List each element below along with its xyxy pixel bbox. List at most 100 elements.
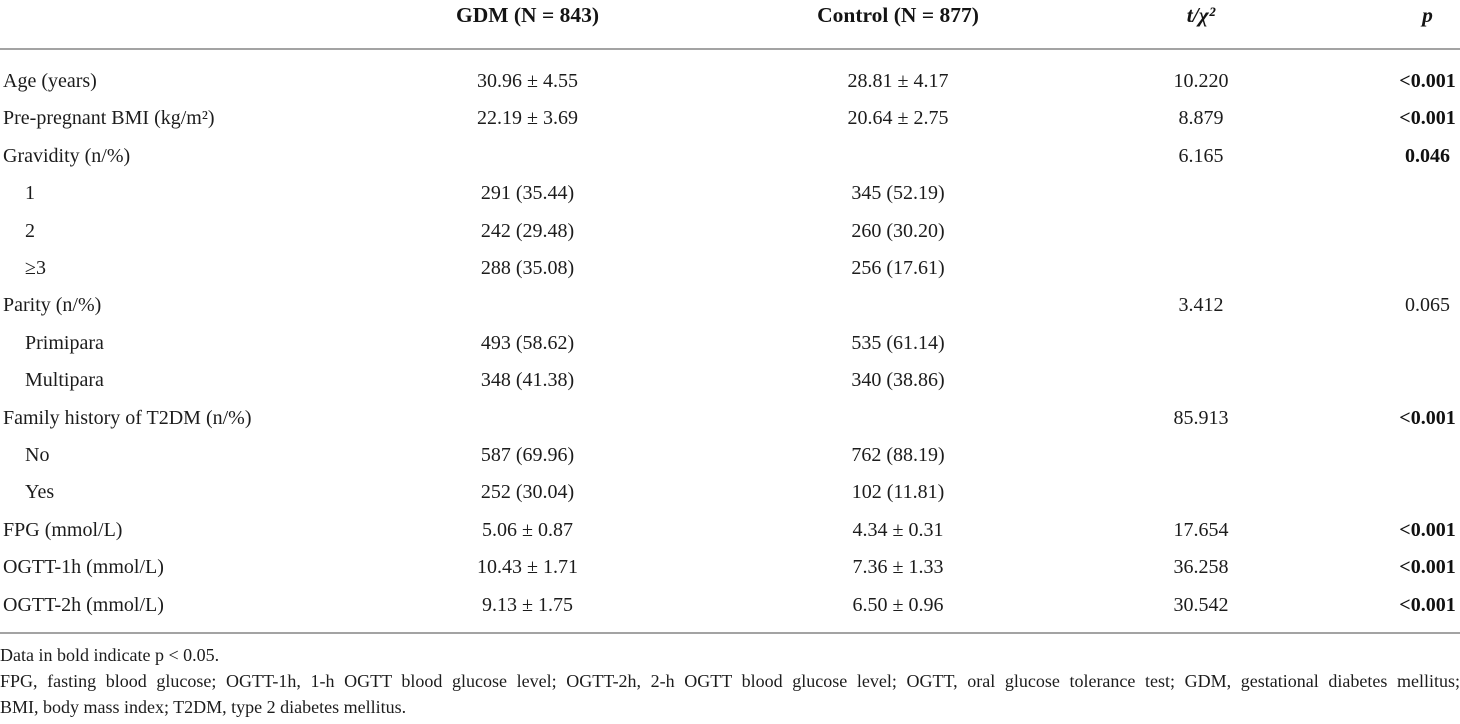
statistic-value: 85.913	[1173, 406, 1229, 429]
column-header-statistic: t/χ²	[1156, 0, 1246, 50]
gdm-value	[415, 400, 640, 437]
control-value	[640, 287, 1156, 324]
table-row-gravidity: Gravidity (n/%) 6.165 0.046	[0, 138, 1460, 175]
p-value: 0.046	[1405, 144, 1450, 167]
table-row-gravidity-2: 2 242 (29.48) 260 (30.20)	[0, 213, 1460, 250]
table-row-gravidity-3plus: ≥3 288 (35.08) 256 (17.61)	[0, 250, 1460, 287]
statistic-value: 30.542	[1156, 586, 1246, 635]
control-value: 260 (30.20)	[851, 219, 945, 242]
statistic-value	[1156, 325, 1246, 362]
row-label: Multipara	[25, 369, 104, 392]
control-value: 4.34 ± 0.31	[852, 518, 944, 541]
p-value: <0.001	[1399, 406, 1456, 429]
statistic-value: 8.879	[1178, 107, 1224, 130]
p-value: <0.001	[1399, 107, 1456, 130]
baseline-characteristics-table: GDM (N = 843) Control (N = 877) t/χ² p A…	[0, 0, 1460, 635]
control-value: 762 (88.19)	[851, 444, 945, 467]
table-row-family-history: Family history of T2DM (n/%) 85.913 <0.0…	[0, 400, 1460, 437]
p-value: <0.001	[1399, 556, 1456, 579]
p-value	[1246, 325, 1460, 362]
gdm-value: 291 (35.44)	[480, 182, 575, 205]
statistic-value	[1156, 437, 1246, 474]
gdm-value	[415, 287, 640, 324]
row-label: 2	[25, 219, 35, 242]
p-value: <0.001	[1399, 70, 1456, 92]
row-label: Age (years)	[3, 70, 97, 92]
control-value	[640, 138, 1156, 175]
row-label: FPG (mmol/L)	[3, 518, 123, 541]
table-row-bmi: Pre-pregnant BMI (kg/m²) 22.19 ± 3.69 20…	[0, 100, 1460, 137]
gdm-value	[415, 138, 640, 175]
gdm-value: 348 (41.38)	[480, 369, 575, 392]
gdm-value: 493 (58.62)	[480, 331, 575, 354]
table-header: GDM (N = 843) Control (N = 877) t/χ² p	[0, 0, 1460, 50]
control-value: 20.64 ± 2.75	[847, 107, 949, 130]
statistic-value: 17.654	[1173, 518, 1229, 541]
footnote-abbreviations-1: FPG, fasting blood glucose; OGTT-1h, 1-h…	[0, 671, 1460, 692]
statistic-value: 36.258	[1173, 556, 1229, 579]
control-value: 102 (11.81)	[851, 481, 945, 504]
statistic-value: 6.165	[1178, 144, 1224, 167]
row-label: Pre-pregnant BMI (kg/m²)	[3, 107, 215, 130]
row-label: Primipara	[25, 331, 104, 354]
table-row-family-history-yes: Yes 252 (30.04) 102 (11.81)	[0, 474, 1460, 511]
column-header-gdm: GDM (N = 843)	[415, 0, 640, 50]
p-value: <0.001	[1246, 586, 1460, 635]
gdm-value: 10.43 ± 1.71	[477, 556, 578, 579]
table-row-fpg: FPG (mmol/L) 5.06 ± 0.87 4.34 ± 0.31 17.…	[0, 512, 1460, 549]
statistic-value: 3.412	[1178, 294, 1224, 317]
table-row-ogtt-1h: OGTT-1h (mmol/L) 10.43 ± 1.71 7.36 ± 1.3…	[0, 549, 1460, 586]
table-row-age: Age (years) 30.96 ± 4.55 28.81 ± 4.17 10…	[0, 49, 1460, 100]
statistic-value: 10.220	[1173, 70, 1229, 92]
control-value: 535 (61.14)	[851, 331, 945, 354]
row-label: Family history of T2DM (n/%)	[3, 406, 252, 429]
table-row-parity: Parity (n/%) 3.412 0.065	[0, 287, 1460, 324]
control-value: 256 (17.61)	[851, 257, 945, 280]
row-label: No	[25, 444, 50, 467]
gdm-value: 22.19 ± 3.69	[477, 107, 578, 130]
row-label: 1	[25, 182, 35, 205]
statistic-value	[1156, 175, 1246, 212]
control-value: 340 (38.86)	[851, 369, 945, 392]
gdm-value: 30.96 ± 4.55	[477, 70, 578, 92]
p-value	[1246, 250, 1460, 287]
control-value: 7.36 ± 1.33	[852, 556, 944, 579]
row-label: Yes	[25, 481, 55, 504]
p-value	[1246, 437, 1460, 474]
gdm-value: 242 (29.48)	[480, 219, 575, 242]
table-footnotes: Data in bold indicate p < 0.05. FPG, fas…	[0, 642, 1460, 720]
statistic-value	[1156, 362, 1246, 399]
table-body: Age (years) 30.96 ± 4.55 28.81 ± 4.17 10…	[0, 49, 1460, 635]
control-value: 345 (52.19)	[851, 182, 945, 205]
column-header-pvalue: p	[1246, 0, 1460, 50]
statistic-value	[1156, 213, 1246, 250]
p-value: <0.001	[1399, 518, 1456, 541]
table-row-family-history-no: No 587 (69.96) 762 (88.19)	[0, 437, 1460, 474]
table-row-primipara: Primipara 493 (58.62) 535 (61.14)	[0, 325, 1460, 362]
gdm-value: 288 (35.08)	[480, 257, 575, 280]
p-value	[1246, 474, 1460, 511]
gdm-value: 5.06 ± 0.87	[482, 518, 573, 541]
gdm-value: 9.13 ± 1.75	[415, 586, 640, 635]
table-row-multipara: Multipara 348 (41.38) 340 (38.86)	[0, 362, 1460, 399]
control-value	[640, 400, 1156, 437]
table-row-ogtt-2h: OGTT-2h (mmol/L) 9.13 ± 1.75 6.50 ± 0.96…	[0, 586, 1460, 635]
p-value: 0.065	[1405, 294, 1450, 317]
column-header-label	[0, 0, 415, 50]
header-row: GDM (N = 843) Control (N = 877) t/χ² p	[0, 0, 1460, 50]
row-label: Parity (n/%)	[3, 294, 102, 317]
gdm-value: 252 (30.04)	[480, 481, 575, 504]
statistic-value	[1156, 250, 1246, 287]
control-value: 28.81 ± 4.17	[847, 70, 949, 92]
column-header-control: Control (N = 877)	[640, 0, 1156, 50]
control-value: 6.50 ± 0.96	[640, 586, 1156, 635]
row-label: OGTT-2h (mmol/L)	[0, 586, 415, 635]
gdm-value: 587 (69.96)	[480, 444, 575, 467]
row-label: ≥3	[25, 257, 46, 280]
footnote-abbreviations-2: BMI, body mass index; T2DM, type 2 diabe…	[0, 697, 407, 718]
p-value	[1246, 213, 1460, 250]
p-value	[1246, 362, 1460, 399]
row-label: OGTT-1h (mmol/L)	[3, 556, 164, 579]
footnote-bold-note: Data in bold indicate p < 0.05.	[0, 645, 220, 666]
statistic-value	[1156, 474, 1246, 511]
